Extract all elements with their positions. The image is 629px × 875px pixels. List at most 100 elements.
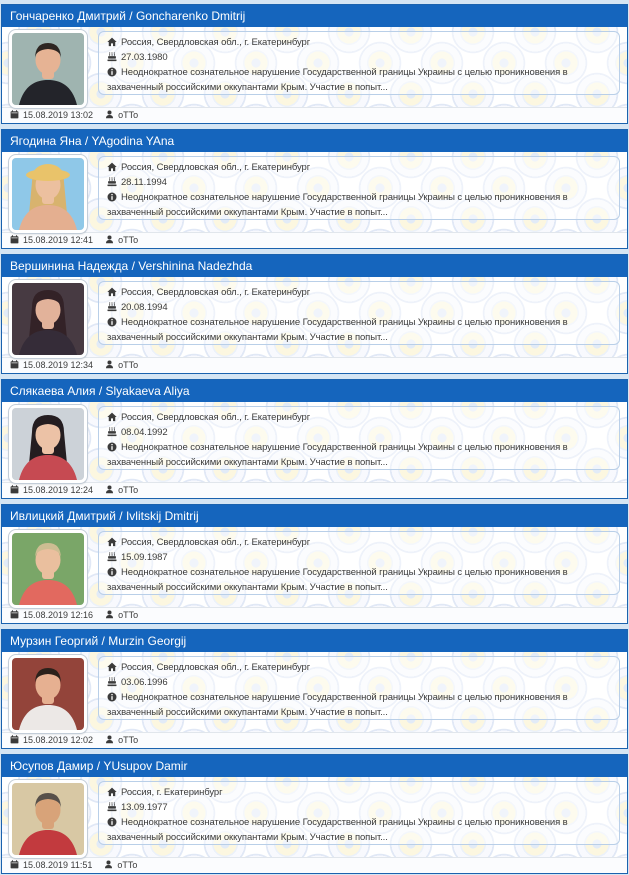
description-line: Неоднократное сознательное нарушение Гос… — [107, 66, 611, 94]
profile-card-footer: 15.08.2019 11:51 oTTo — [2, 857, 627, 873]
info-circle-icon — [107, 817, 117, 832]
profile-photo[interactable] — [9, 780, 87, 858]
profile-photo[interactable] — [9, 155, 87, 233]
profile-card-body: Россия, Свердловская обл., г. Екатеринбу… — [2, 652, 627, 733]
profile-info-box: Россия, Свердловская обл., г. Екатеринбу… — [98, 531, 620, 595]
myrotvorets-emblem-watermark — [2, 777, 627, 857]
profile-name-link[interactable]: Ягодина Яна / YAgodina YAna — [10, 134, 175, 148]
location-text: Россия, Свердловская обл., г. Екатеринбу… — [121, 412, 311, 423]
author-text[interactable]: oTTo — [118, 234, 139, 245]
author-text[interactable]: oTTo — [118, 359, 139, 370]
profile-card: Ивлицкий Дмитрий / Ivlitskij Dmitrij — [1, 504, 628, 624]
birthday-cake-icon — [107, 426, 117, 442]
description-text: Неоднократное сознательное нарушение Гос… — [107, 692, 568, 718]
birth-date-text: 03.06.1996 — [121, 677, 168, 688]
location-line: Россия, Свердловская обл., г. Екатеринбу… — [107, 36, 611, 51]
calendar-icon — [10, 485, 19, 497]
profile-photo[interactable] — [9, 30, 87, 108]
profile-photo[interactable] — [9, 530, 87, 608]
profile-name-link[interactable]: Юсупов Дамир / YUsupov Damir — [10, 759, 188, 773]
calendar-icon — [10, 610, 19, 622]
location-text: Россия, Свердловская обл., г. Екатеринбу… — [121, 37, 311, 48]
profile-name-link[interactable]: Слякаева Алия / Slyakaeva Aliya — [10, 384, 190, 398]
profile-card-footer: 15.08.2019 12:24 oTTo — [2, 482, 627, 498]
author-meta: oTTo — [105, 609, 138, 623]
added-date-text: 15.08.2019 12:24 — [23, 484, 94, 495]
profile-name-link[interactable]: Вершинина Надежда / Vershinina Nadezhda — [10, 259, 253, 273]
author-text[interactable]: oTTo — [118, 484, 139, 495]
location-text: Россия, Свердловская обл., г. Екатеринбу… — [121, 662, 311, 673]
birthday-cake-icon — [107, 301, 117, 317]
location-text: Россия, Свердловская обл., г. Екатеринбу… — [121, 287, 311, 298]
description-line: Неоднократное сознательное нарушение Гос… — [107, 691, 611, 719]
author-text[interactable]: oTTo — [118, 609, 139, 620]
profile-card-header: Ивлицкий Дмитрий / Ivlitskij Dmitrij — [2, 505, 627, 527]
profile-photo[interactable] — [9, 405, 87, 483]
profile-name-link[interactable]: Мурзин Георгий / Murzin Georgij — [10, 634, 187, 648]
added-date-text: 15.08.2019 12:16 — [23, 609, 94, 620]
birth-date-line: 03.06.1996 — [107, 676, 611, 691]
birth-date-line: 20.08.1994 — [107, 301, 611, 316]
avatar-placeholder — [12, 783, 84, 855]
author-meta: oTTo — [105, 734, 138, 748]
description-line: Неоднократное сознательное нарушение Гос… — [107, 191, 611, 219]
author-text[interactable]: oTTo — [117, 859, 138, 870]
myrotvorets-emblem-watermark — [2, 402, 627, 482]
myrotvorets-emblem-watermark — [2, 152, 627, 232]
avatar-placeholder — [12, 408, 84, 480]
profile-photo[interactable] — [9, 655, 87, 733]
added-date-meta: 15.08.2019 12:34 — [10, 359, 93, 373]
profile-card-footer: 15.08.2019 12:41 oTTo — [2, 232, 627, 248]
profile-info-box: Россия, Свердловская обл., г. Екатеринбу… — [98, 31, 620, 95]
home-icon — [107, 287, 117, 302]
profile-card-footer: 15.08.2019 12:34 oTTo — [2, 357, 627, 373]
profile-name-link[interactable]: Ивлицкий Дмитрий / Ivlitskij Dmitrij — [10, 509, 199, 523]
description-text: Неоднократное сознательное нарушение Гос… — [107, 192, 568, 218]
calendar-icon — [10, 735, 19, 747]
myrotvorets-emblem-watermark — [2, 27, 627, 107]
profile-card-header: Юсупов Дамир / YUsupov Damir — [2, 755, 627, 777]
home-icon — [107, 162, 117, 177]
author-text[interactable]: oTTo — [118, 734, 139, 745]
info-circle-icon — [107, 317, 117, 332]
location-line: Россия, Свердловская обл., г. Екатеринбу… — [107, 161, 611, 176]
profile-card-header: Ягодина Яна / YAgodina YAna — [2, 130, 627, 152]
profile-card-header: Мурзин Георгий / Murzin Georgij — [2, 630, 627, 652]
added-date-meta: 15.08.2019 12:02 — [10, 734, 93, 748]
added-date-meta: 15.08.2019 13:02 — [10, 109, 93, 123]
description-line: Неоднократное сознательное нарушение Гос… — [107, 316, 611, 344]
profile-card-body: Россия, Свердловская обл., г. Екатеринбу… — [2, 152, 627, 233]
birthday-cake-icon — [107, 801, 117, 817]
profile-card-footer: 15.08.2019 13:02 oTTo — [2, 107, 627, 123]
home-icon — [107, 37, 117, 52]
added-date-meta: 15.08.2019 12:24 — [10, 484, 93, 498]
birth-date-text: 08.04.1992 — [121, 427, 168, 438]
user-icon — [105, 110, 114, 122]
description-line: Неоднократное сознательное нарушение Гос… — [107, 566, 611, 594]
author-meta: oTTo — [105, 109, 138, 123]
profile-card-footer: 15.08.2019 12:02 oTTo — [2, 732, 627, 748]
birthday-cake-icon — [107, 676, 117, 692]
user-icon — [105, 360, 114, 372]
birth-date-line: 15.09.1987 — [107, 551, 611, 566]
birth-date-text: 20.08.1994 — [121, 302, 168, 313]
profile-card-header: Гончаренко Дмитрий / Goncharenko Dmitrij — [2, 5, 627, 27]
profile-photo[interactable] — [9, 280, 87, 358]
profile-name-link[interactable]: Гончаренко Дмитрий / Goncharenko Dmitrij — [10, 9, 246, 23]
profile-card: Ягодина Яна / YAgodina YAna — [1, 129, 628, 249]
info-circle-icon — [107, 192, 117, 207]
description-text: Неоднократное сознательное нарушение Гос… — [107, 67, 568, 93]
info-circle-icon — [107, 692, 117, 707]
birth-date-line: 13.09.1977 — [107, 801, 611, 816]
location-line: Россия, Свердловская обл., г. Екатеринбу… — [107, 411, 611, 426]
author-meta: oTTo — [104, 859, 137, 873]
user-icon — [105, 485, 114, 497]
birth-date-text: 15.09.1987 — [121, 552, 168, 563]
profile-card: Вершинина Надежда / Vershinina Nadezhda — [1, 254, 628, 374]
home-icon — [107, 537, 117, 552]
author-text[interactable]: oTTo — [118, 109, 139, 120]
home-icon — [107, 662, 117, 677]
location-text: Россия, г. Екатеринбург — [121, 787, 223, 798]
profile-info-box: Россия, Свердловская обл., г. Екатеринбу… — [98, 281, 620, 345]
